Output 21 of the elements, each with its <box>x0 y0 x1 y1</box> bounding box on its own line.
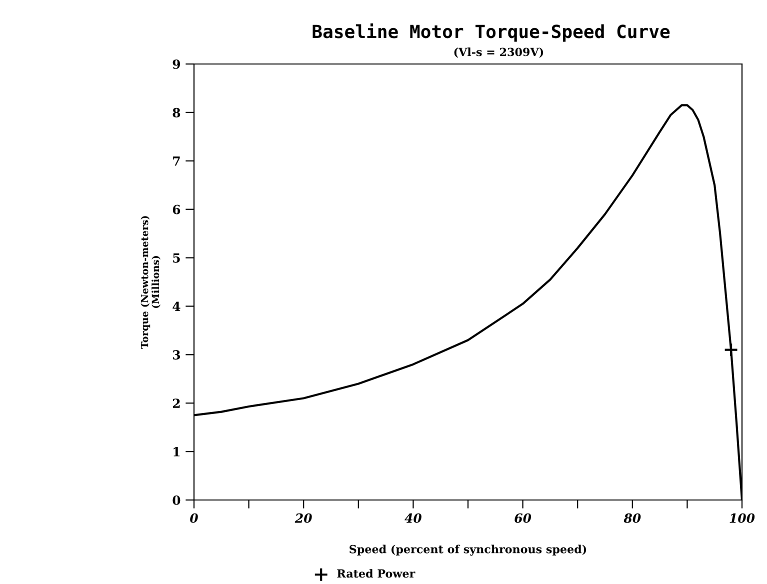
legend-label: Rated Power <box>337 569 416 578</box>
y-tick-label: 7 <box>173 156 180 166</box>
y-tick-label: 3 <box>172 350 180 360</box>
y-tick-label: 9 <box>172 59 180 69</box>
chart-title: Baseline Motor Torque-Speed Curve <box>312 23 670 42</box>
x-tick-label: 20 <box>294 513 312 523</box>
chart-subtitle: (Vl-s = 2309V) <box>454 48 544 58</box>
x-tick-label: 40 <box>404 513 422 523</box>
x-axis-title: Speed (percent of synchronous speed) <box>350 544 586 556</box>
y-tick-label: 2 <box>172 398 180 408</box>
y-tick-label: 1 <box>174 447 180 456</box>
y-tick-label: 8 <box>172 108 180 118</box>
x-tick-label: 80 <box>624 513 641 523</box>
y-tick-label: 0 <box>172 495 180 505</box>
x-tick-label: 100 <box>730 513 755 523</box>
y-axis-title: Torque (Newton-meters) (Millions) <box>140 216 160 349</box>
y-tick-label: 4 <box>172 302 180 311</box>
x-tick-label: 0 <box>190 513 198 523</box>
x-tick-label: 60 <box>514 513 532 523</box>
y-tick-label: 5 <box>173 253 180 263</box>
y-tick-label: 6 <box>172 204 180 214</box>
